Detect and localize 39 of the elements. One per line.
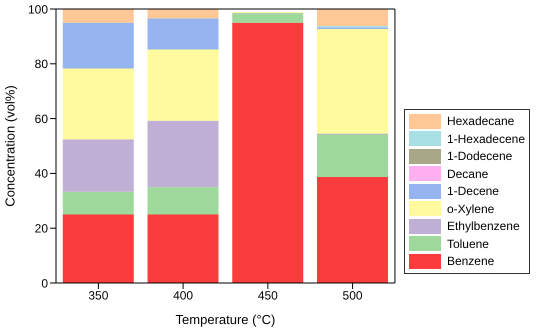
legend-label: 1-Dodecene	[446, 149, 512, 164]
bar	[148, 187, 219, 214]
bar	[232, 13, 304, 23]
y-tick-label: 0	[41, 276, 48, 290]
bar	[62, 68, 134, 140]
x-tick-label: 500	[342, 288, 363, 303]
bar	[62, 139, 134, 192]
bar	[62, 214, 134, 283]
bar	[148, 18, 219, 50]
bar	[316, 29, 388, 134]
x-tick-label: 400	[173, 288, 194, 303]
y-tick-label: 20	[34, 221, 48, 236]
x-tick-label: 450	[258, 288, 278, 303]
bar	[316, 134, 388, 177]
x-tick-label: 350	[88, 288, 109, 303]
legend-label: Toluene	[446, 236, 489, 251]
legend-label: Hexadecane	[446, 114, 514, 128]
y-tick-label: 40	[34, 166, 48, 181]
bar	[316, 176, 388, 283]
bar	[148, 214, 219, 283]
legend-label: Benzene	[446, 254, 494, 268]
bar	[62, 9, 134, 23]
bar	[316, 9, 388, 26]
bar	[148, 50, 219, 121]
bar	[148, 120, 219, 188]
legend-label: Ethylbenzene	[446, 219, 520, 234]
bar	[148, 9, 219, 18]
legend-label: 1-Hexadecene	[446, 132, 525, 146]
legend-label: o-Xylene	[446, 202, 494, 216]
y-tick-label: 60	[34, 112, 48, 126]
y-axis-title: Concentration (vol%)	[2, 85, 18, 207]
bar	[62, 192, 134, 214]
x-axis-title: Temperature (°C)	[176, 312, 276, 327]
y-tick-label: 80	[34, 57, 48, 72]
bar	[62, 22, 134, 68]
legend-label: 1-Decene	[446, 184, 499, 198]
bar	[232, 22, 304, 283]
legend-label: Decane	[446, 166, 488, 181]
y-tick-label: 100	[28, 2, 48, 16]
